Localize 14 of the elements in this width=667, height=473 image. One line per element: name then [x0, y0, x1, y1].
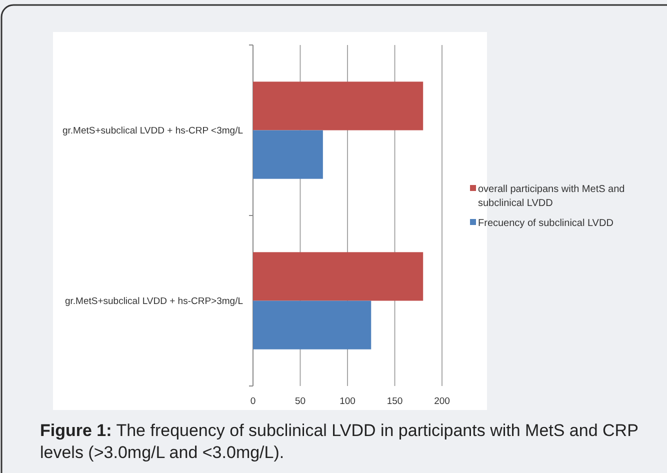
legend-label: Frecuency of subclinical LVDD — [478, 218, 614, 229]
y-tick-label: gr.MetS+subclical LVDD + hs-CRP <3mg/L — [62, 125, 243, 136]
caption: Figure 1: The frequency of subclinical LVDD in participants with MetS and CRP levels (>3.0mg/L and <3.0mg/L). — [40, 421, 638, 462]
x-tick-label: 100 — [340, 396, 356, 407]
x-tick-label: 200 — [434, 396, 450, 407]
bar — [253, 252, 424, 301]
legend-label: overall participans with MetS and subclinical LVDD — [478, 184, 625, 209]
x-tick-label: 150 — [386, 396, 403, 407]
x-tick-label: 50 — [294, 396, 306, 407]
bar — [253, 130, 323, 179]
bar — [253, 300, 372, 350]
bar — [253, 82, 424, 130]
y-tick-label: gr.MetS+subclical LVDD + hs-CRP>3mg/L — [64, 296, 243, 307]
x-tick-label: 0 — [250, 396, 256, 407]
